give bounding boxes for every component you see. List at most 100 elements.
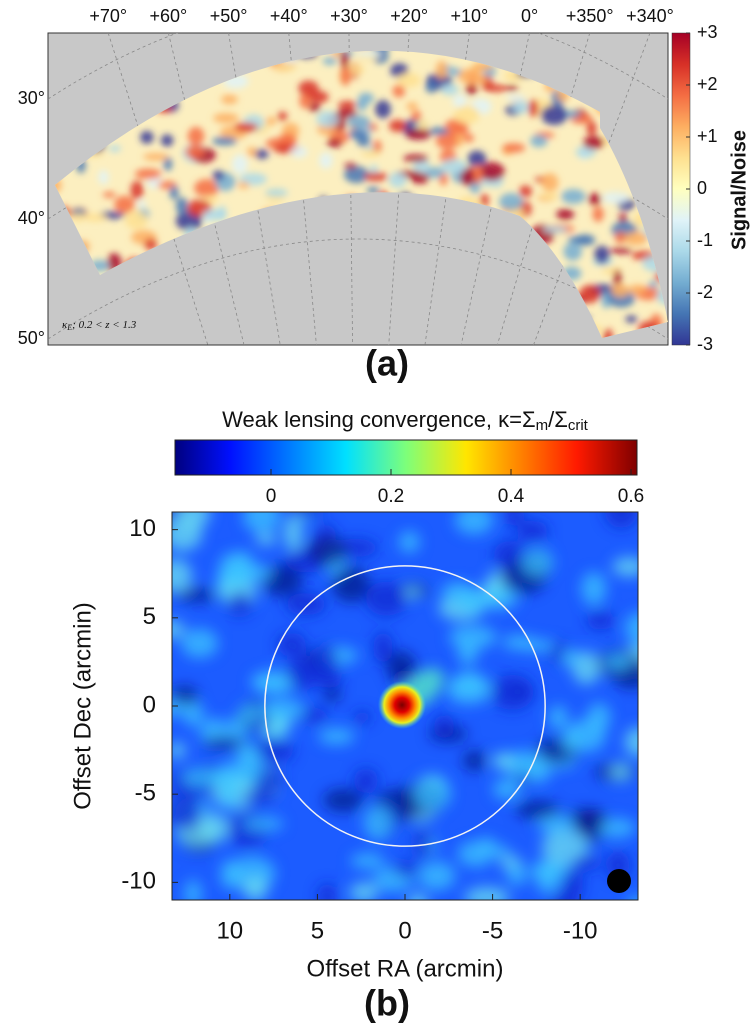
sn-blob (592, 206, 604, 222)
kappa-blob (261, 564, 303, 597)
sn-blob (602, 191, 630, 204)
kappa-blob (521, 548, 554, 577)
sn-blob (609, 247, 633, 254)
sn-blob (460, 166, 477, 186)
sn-blob (405, 128, 432, 140)
sn-blob (73, 212, 84, 223)
sn-blob (567, 236, 590, 243)
colorbar-tick-label: 0.4 (498, 486, 525, 507)
kappa-blob (581, 572, 607, 606)
kappa-blob (283, 515, 303, 552)
sn-blob (512, 100, 530, 114)
sn-blob (452, 94, 467, 108)
kappa-blob (316, 668, 343, 689)
kappa-blob (242, 512, 281, 533)
sn-blob (137, 200, 146, 208)
sn-blob (541, 173, 559, 192)
sn-blob (337, 100, 357, 109)
sn-blob (231, 154, 248, 175)
kappa-blob (176, 512, 211, 529)
title-part: m (536, 417, 549, 434)
colorbar-tick-label: -2 (697, 282, 713, 302)
sn-blob (356, 98, 368, 111)
grid-line (107, 33, 209, 345)
sn-blob (542, 226, 569, 233)
sn-blob (102, 191, 116, 198)
kappa-blob (538, 814, 575, 835)
grid-line (288, 33, 317, 345)
colorbar-tick-label: 0 (697, 178, 707, 198)
sn-blob (98, 170, 109, 185)
colorbar-b (174, 439, 638, 476)
sn-blob (246, 146, 258, 157)
kappa-blob (255, 533, 277, 546)
x-axis-label: Offset RA (arcmin) (307, 955, 504, 982)
sn-blob (254, 149, 269, 159)
annotation-part: κ (62, 319, 68, 331)
kappa-blob (459, 586, 487, 615)
sn-blob (504, 85, 519, 92)
sn-blob (483, 84, 508, 92)
kappa-blob (200, 812, 229, 843)
sn-blob (344, 163, 357, 170)
sn-blob (594, 245, 610, 264)
sn-blob (354, 50, 382, 57)
sn-blob (440, 158, 467, 175)
sn-blob (479, 162, 505, 181)
kappa-blob (490, 674, 534, 711)
kappa-blob (254, 678, 293, 694)
sn-blob (278, 133, 297, 147)
kappa-blob (172, 620, 185, 639)
sn-blob (530, 134, 548, 148)
colorbar-tick-label: -1 (697, 230, 713, 250)
sn-blob (463, 133, 475, 143)
sn-blob (388, 119, 407, 133)
kappa-blob (349, 882, 379, 900)
kappa-blob (629, 895, 638, 900)
x-tick-label: 0 (398, 917, 411, 944)
kappa-blob (285, 592, 327, 616)
sn-blob (366, 186, 380, 194)
sn-blob (361, 149, 380, 158)
sn-blob (403, 154, 429, 163)
kappa-blob (242, 747, 264, 782)
colorbar-tick-label: -3 (697, 334, 713, 354)
grid-line (48, 33, 668, 100)
x-tick-label: -5 (482, 917, 503, 944)
y-tick-label: -10 (121, 868, 156, 895)
y-tick-label: 40° (18, 208, 45, 228)
kappa-blob (363, 805, 394, 841)
x-tick-label: +30° (330, 6, 368, 26)
convergence-map (172, 512, 638, 900)
sn-blob (213, 113, 239, 124)
sn-blob (316, 110, 339, 128)
kappa-blob (238, 702, 261, 725)
sn-blob (528, 99, 539, 118)
kappa-blob (541, 830, 589, 865)
kappa-blob (530, 860, 573, 881)
title-part: Weak lensing convergence, κ=Σ (222, 407, 535, 432)
sn-blob (586, 121, 597, 136)
x-tick-label: +20° (390, 6, 428, 26)
kappa-blob (323, 788, 364, 812)
kappa-blob (412, 776, 452, 812)
sn-blob (212, 136, 237, 146)
kappa-blob (290, 512, 324, 518)
sn-blob (33, 265, 48, 276)
title-part: /Σ (548, 407, 568, 432)
sn-blob (327, 138, 342, 148)
sn-blob (540, 105, 568, 126)
sn-blob (579, 284, 601, 304)
chart-title: Weak lensing convergence, κ=Σm/Σcrit (222, 407, 588, 434)
kappa-blob (457, 639, 478, 666)
sn-blob (411, 110, 422, 123)
kappa-blob (506, 864, 528, 886)
sn-blob (322, 57, 337, 66)
kappa-blob (448, 625, 497, 649)
sn-blob (465, 84, 478, 95)
sn-blob (648, 280, 658, 289)
sn-blob (435, 60, 448, 79)
kappa-blob (172, 685, 198, 707)
sn-blob (299, 92, 312, 109)
x-tick-label: +340° (626, 6, 674, 26)
